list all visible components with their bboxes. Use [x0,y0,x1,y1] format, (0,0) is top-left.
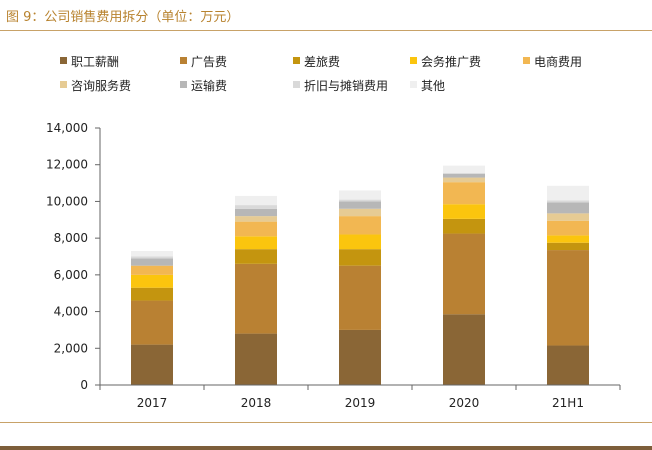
bar-segment [235,263,277,334]
bar-segment [443,165,485,173]
bar-stack [235,195,277,385]
bar-segment [235,236,277,250]
bar-segment [339,208,381,217]
legend-swatch [293,81,300,88]
y-tick-label: 14,000 [46,121,88,135]
bar-segment [131,250,173,257]
bar-segment [235,205,277,209]
y-tick-label: 2,000 [54,341,88,355]
bar-segment [339,199,381,202]
y-axis: 0 2,000 4,000 6,000 8,000 10,000 12,000 14,000 [46,121,101,392]
bar-segment [547,250,589,346]
bar-segment [443,314,485,385]
bar-segment [547,345,589,385]
legend-swatch [523,57,530,64]
bar-segment [235,221,277,237]
bar-segment [131,274,173,288]
legend-swatch [410,81,417,88]
bar-segment [339,190,381,200]
y-tick-label: 8,000 [54,231,88,245]
bar-segment [339,201,381,209]
x-tick-label: 2019 [345,396,376,410]
bar-segment [443,177,485,183]
bar-segment [131,344,173,385]
y-tick-label: 12,000 [46,158,88,172]
x-axis: 2017 2018 2019 2020 21H1 [99,384,621,410]
bar-segment [339,329,381,385]
y-tick-label: 4,000 [54,305,88,319]
bar-segment [443,204,485,219]
footer-bar [0,446,652,450]
legend-label: 咨询服务费 [71,78,131,93]
legend-swatch [180,81,187,88]
x-tick-label: 2020 [449,396,480,410]
x-tick-label: 2017 [137,396,168,410]
legend-swatch [293,57,300,64]
bar-stack [547,185,589,385]
bar-segment [235,333,277,385]
bar-segment [131,256,173,259]
bar-segment [235,249,277,264]
bar-segment [547,202,589,214]
bar-segment [235,216,277,222]
bar-segment [547,200,589,203]
bar-segment [339,249,381,266]
bar-segment [547,235,589,243]
bar-segment [547,213,589,221]
x-tick-label: 21H1 [552,396,584,410]
bar-segment [443,218,485,234]
bar-segment [443,172,485,174]
legend-label: 广告费 [191,55,227,69]
legend-label: 折旧与摊销费用 [304,78,388,93]
x-tick-label: 2018 [241,396,272,410]
bar-segment [547,185,589,201]
legend-swatch [410,57,417,64]
legend-label: 职工薪酬 [71,55,119,69]
bar-segment [547,242,589,251]
legend-label: 运输费 [191,78,227,93]
bar-segment [131,287,173,301]
bar-segment [131,265,173,275]
bottom-divider [0,422,652,423]
bars [131,165,589,385]
y-tick-label: 10,000 [46,194,88,208]
legend-label: 其他 [421,79,445,93]
bar-segment [131,300,173,345]
bar-stack [339,190,381,385]
bar-segment [443,173,485,178]
legend-label: 差旅费 [304,55,340,69]
title-divider [0,30,652,31]
bar-stack [131,250,173,385]
legend-swatch [180,57,187,64]
legend-label: 电商费用 [534,54,582,69]
bar-segment [339,216,381,235]
legend-label: 会务推广费 [421,54,481,69]
y-tick-label: 0 [80,378,88,392]
y-tick-label: 6,000 [54,268,88,282]
bar-segment [235,208,277,217]
bar-segment [339,265,381,330]
bar-segment [443,233,485,315]
bar-segment [131,258,173,266]
bar-segment [235,195,277,206]
figure-title: 图 9：公司销售费用拆分（单位：万元） [6,10,240,25]
bar-segment [339,234,381,250]
bar-segment [547,220,589,236]
bar-stack [443,165,485,385]
legend-swatch [60,57,67,64]
legend-swatch [60,81,67,88]
bar-segment [443,182,485,205]
